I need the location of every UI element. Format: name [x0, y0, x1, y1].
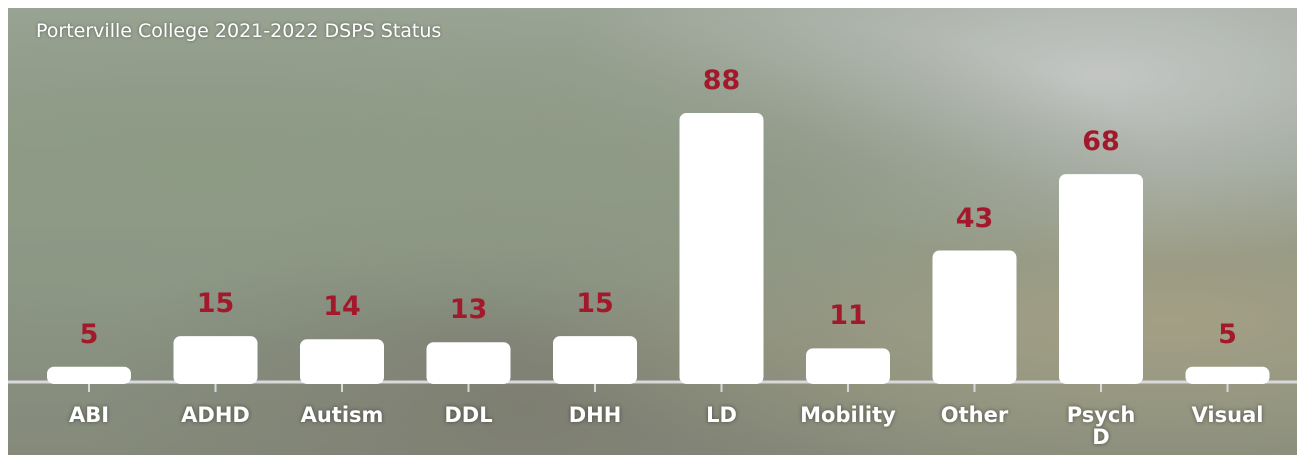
bar — [553, 336, 637, 384]
chart: Porterville College 2021-2022 DSPS Statu… — [8, 8, 1297, 455]
bar — [1059, 174, 1143, 384]
bar — [1185, 366, 1270, 384]
bar — [47, 366, 131, 384]
x-tick-label: DHH — [568, 403, 622, 427]
bar — [806, 348, 890, 384]
x-tick-label: Mobility — [800, 403, 896, 427]
chart-title: Porterville College 2021-2022 DSPS Statu… — [36, 20, 442, 42]
value-label: 88 — [702, 65, 741, 96]
value-label: 5 — [79, 318, 99, 350]
value-label: 15 — [196, 288, 235, 320]
value-label: 43 — [955, 202, 994, 234]
x-tick-label: DDL — [444, 403, 493, 427]
bar — [426, 342, 511, 384]
x-tick-label: Visual — [1191, 403, 1264, 427]
bar — [932, 250, 1017, 384]
value-label: 13 — [449, 294, 488, 326]
bar — [679, 113, 764, 384]
x-tick-label: Psych D — [1066, 403, 1136, 449]
x-tick-label: LD — [706, 403, 737, 427]
value-label: 5 — [1218, 318, 1237, 350]
x-tick-label: ADHD — [181, 403, 250, 427]
bar — [173, 336, 258, 384]
x-tick-label: Other — [940, 403, 1009, 427]
x-tick-label: Autism — [300, 403, 384, 427]
value-label: 15 — [576, 288, 614, 320]
plot — [8, 113, 1297, 392]
value-label: 68 — [1082, 126, 1120, 158]
bar — [300, 339, 384, 384]
x-tick-label: ABI — [68, 403, 110, 427]
value-label: 14 — [323, 291, 361, 323]
value-label: 11 — [829, 300, 867, 332]
